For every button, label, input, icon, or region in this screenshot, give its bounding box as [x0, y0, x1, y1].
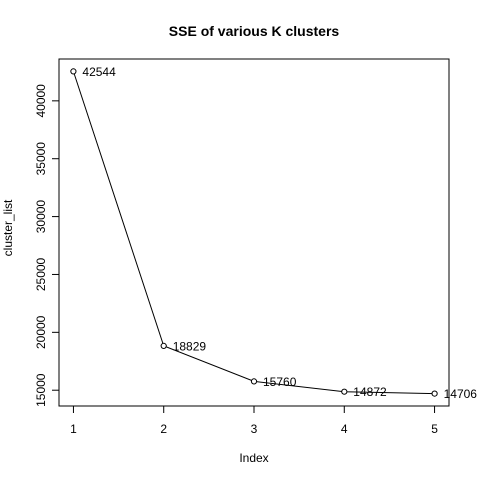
x-tick-label: 4	[341, 422, 348, 436]
y-tick-label: 25000	[34, 257, 48, 291]
data-label: 15760	[263, 375, 297, 389]
data-label: 18829	[173, 339, 207, 353]
y-tick-label: 35000	[34, 142, 48, 176]
y-tick-label: 40000	[34, 84, 48, 118]
x-tick-label: 5	[431, 422, 438, 436]
data-label: 14706	[444, 387, 478, 401]
x-axis: 1 2 3 4 5	[70, 405, 438, 436]
data-label: 14872	[353, 385, 387, 399]
data-point	[250, 378, 258, 385]
x-tick-label: 1	[70, 422, 77, 436]
x-tick-label: 2	[160, 422, 167, 436]
data-point	[160, 342, 167, 349]
data-point	[341, 388, 348, 395]
y-tick-label: 20000	[34, 315, 48, 349]
data-point	[70, 68, 77, 75]
y-axis: 15000 20000 25000 30000 35000 40000	[34, 84, 60, 407]
y-axis-label: cluster_list	[1, 199, 15, 256]
series-sse	[70, 68, 438, 397]
y-tick-label: 30000	[34, 200, 48, 234]
chart-title: SSE of various K clusters	[169, 23, 340, 39]
data-label: 42544	[82, 65, 116, 79]
x-axis-label: Index	[239, 451, 268, 465]
data-point	[431, 390, 438, 397]
y-tick-label: 15000	[34, 373, 48, 407]
data-labels: 42544 18829 15760 14872 14706	[82, 65, 477, 401]
x-tick-label: 3	[251, 422, 258, 436]
